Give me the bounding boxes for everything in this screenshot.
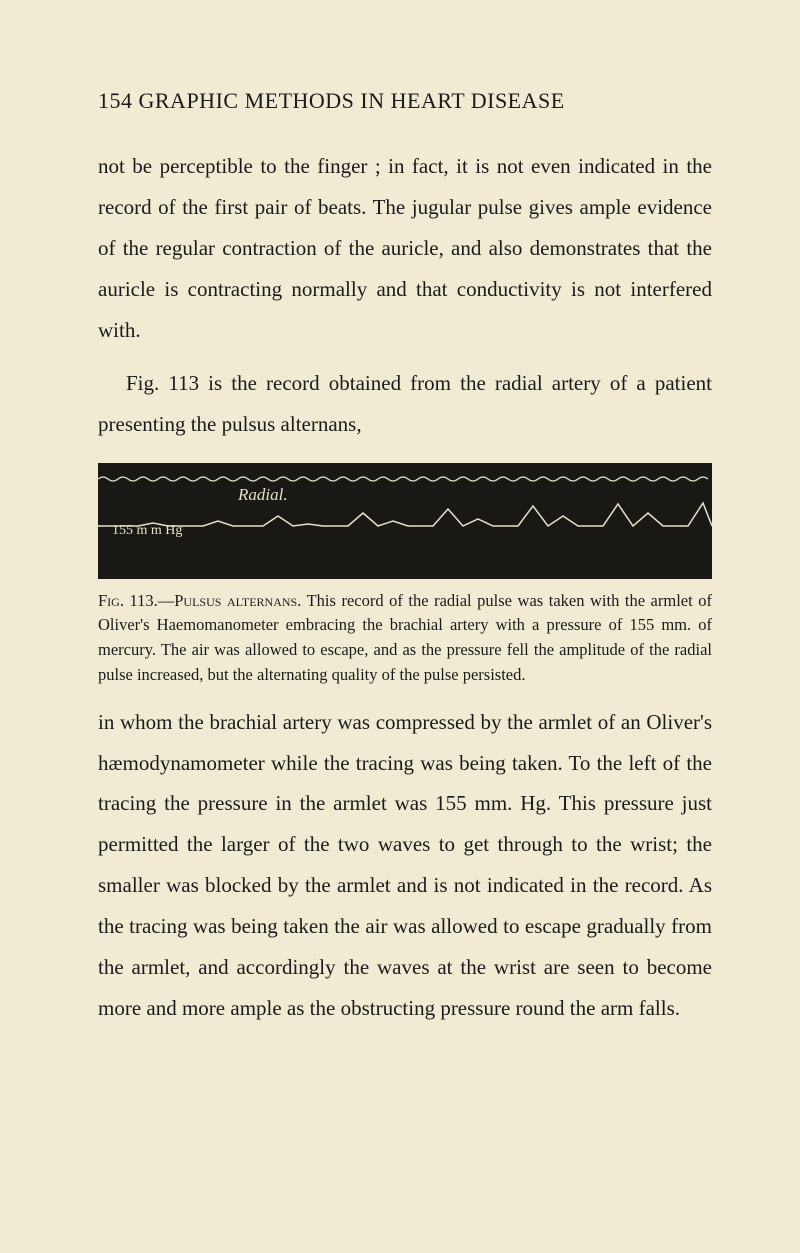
paragraph-3: in whom the brachial artery was compress…: [98, 702, 712, 1030]
figure-image: Radial. 155 m m Hg: [98, 463, 712, 579]
paragraph-2: Fig. 113 is the record obtained from the…: [98, 363, 712, 445]
paragraph-1: not be perceptible to the finger ; in fa…: [98, 146, 712, 351]
waveform-top: [98, 471, 712, 483]
waveform-main: [98, 501, 712, 531]
caption-lead: Fig. 113.—Pulsus alternans.: [98, 591, 301, 610]
page-header: 154 GRAPHIC METHODS IN HEART DISEASE: [98, 88, 712, 114]
figure-caption: Fig. 113.—Pulsus alternans. This record …: [98, 589, 712, 688]
figure-113: Radial. 155 m m Hg Fig. 113.—Pulsus alte…: [98, 463, 712, 688]
figure-label-mm: 155 m m Hg: [112, 523, 182, 539]
